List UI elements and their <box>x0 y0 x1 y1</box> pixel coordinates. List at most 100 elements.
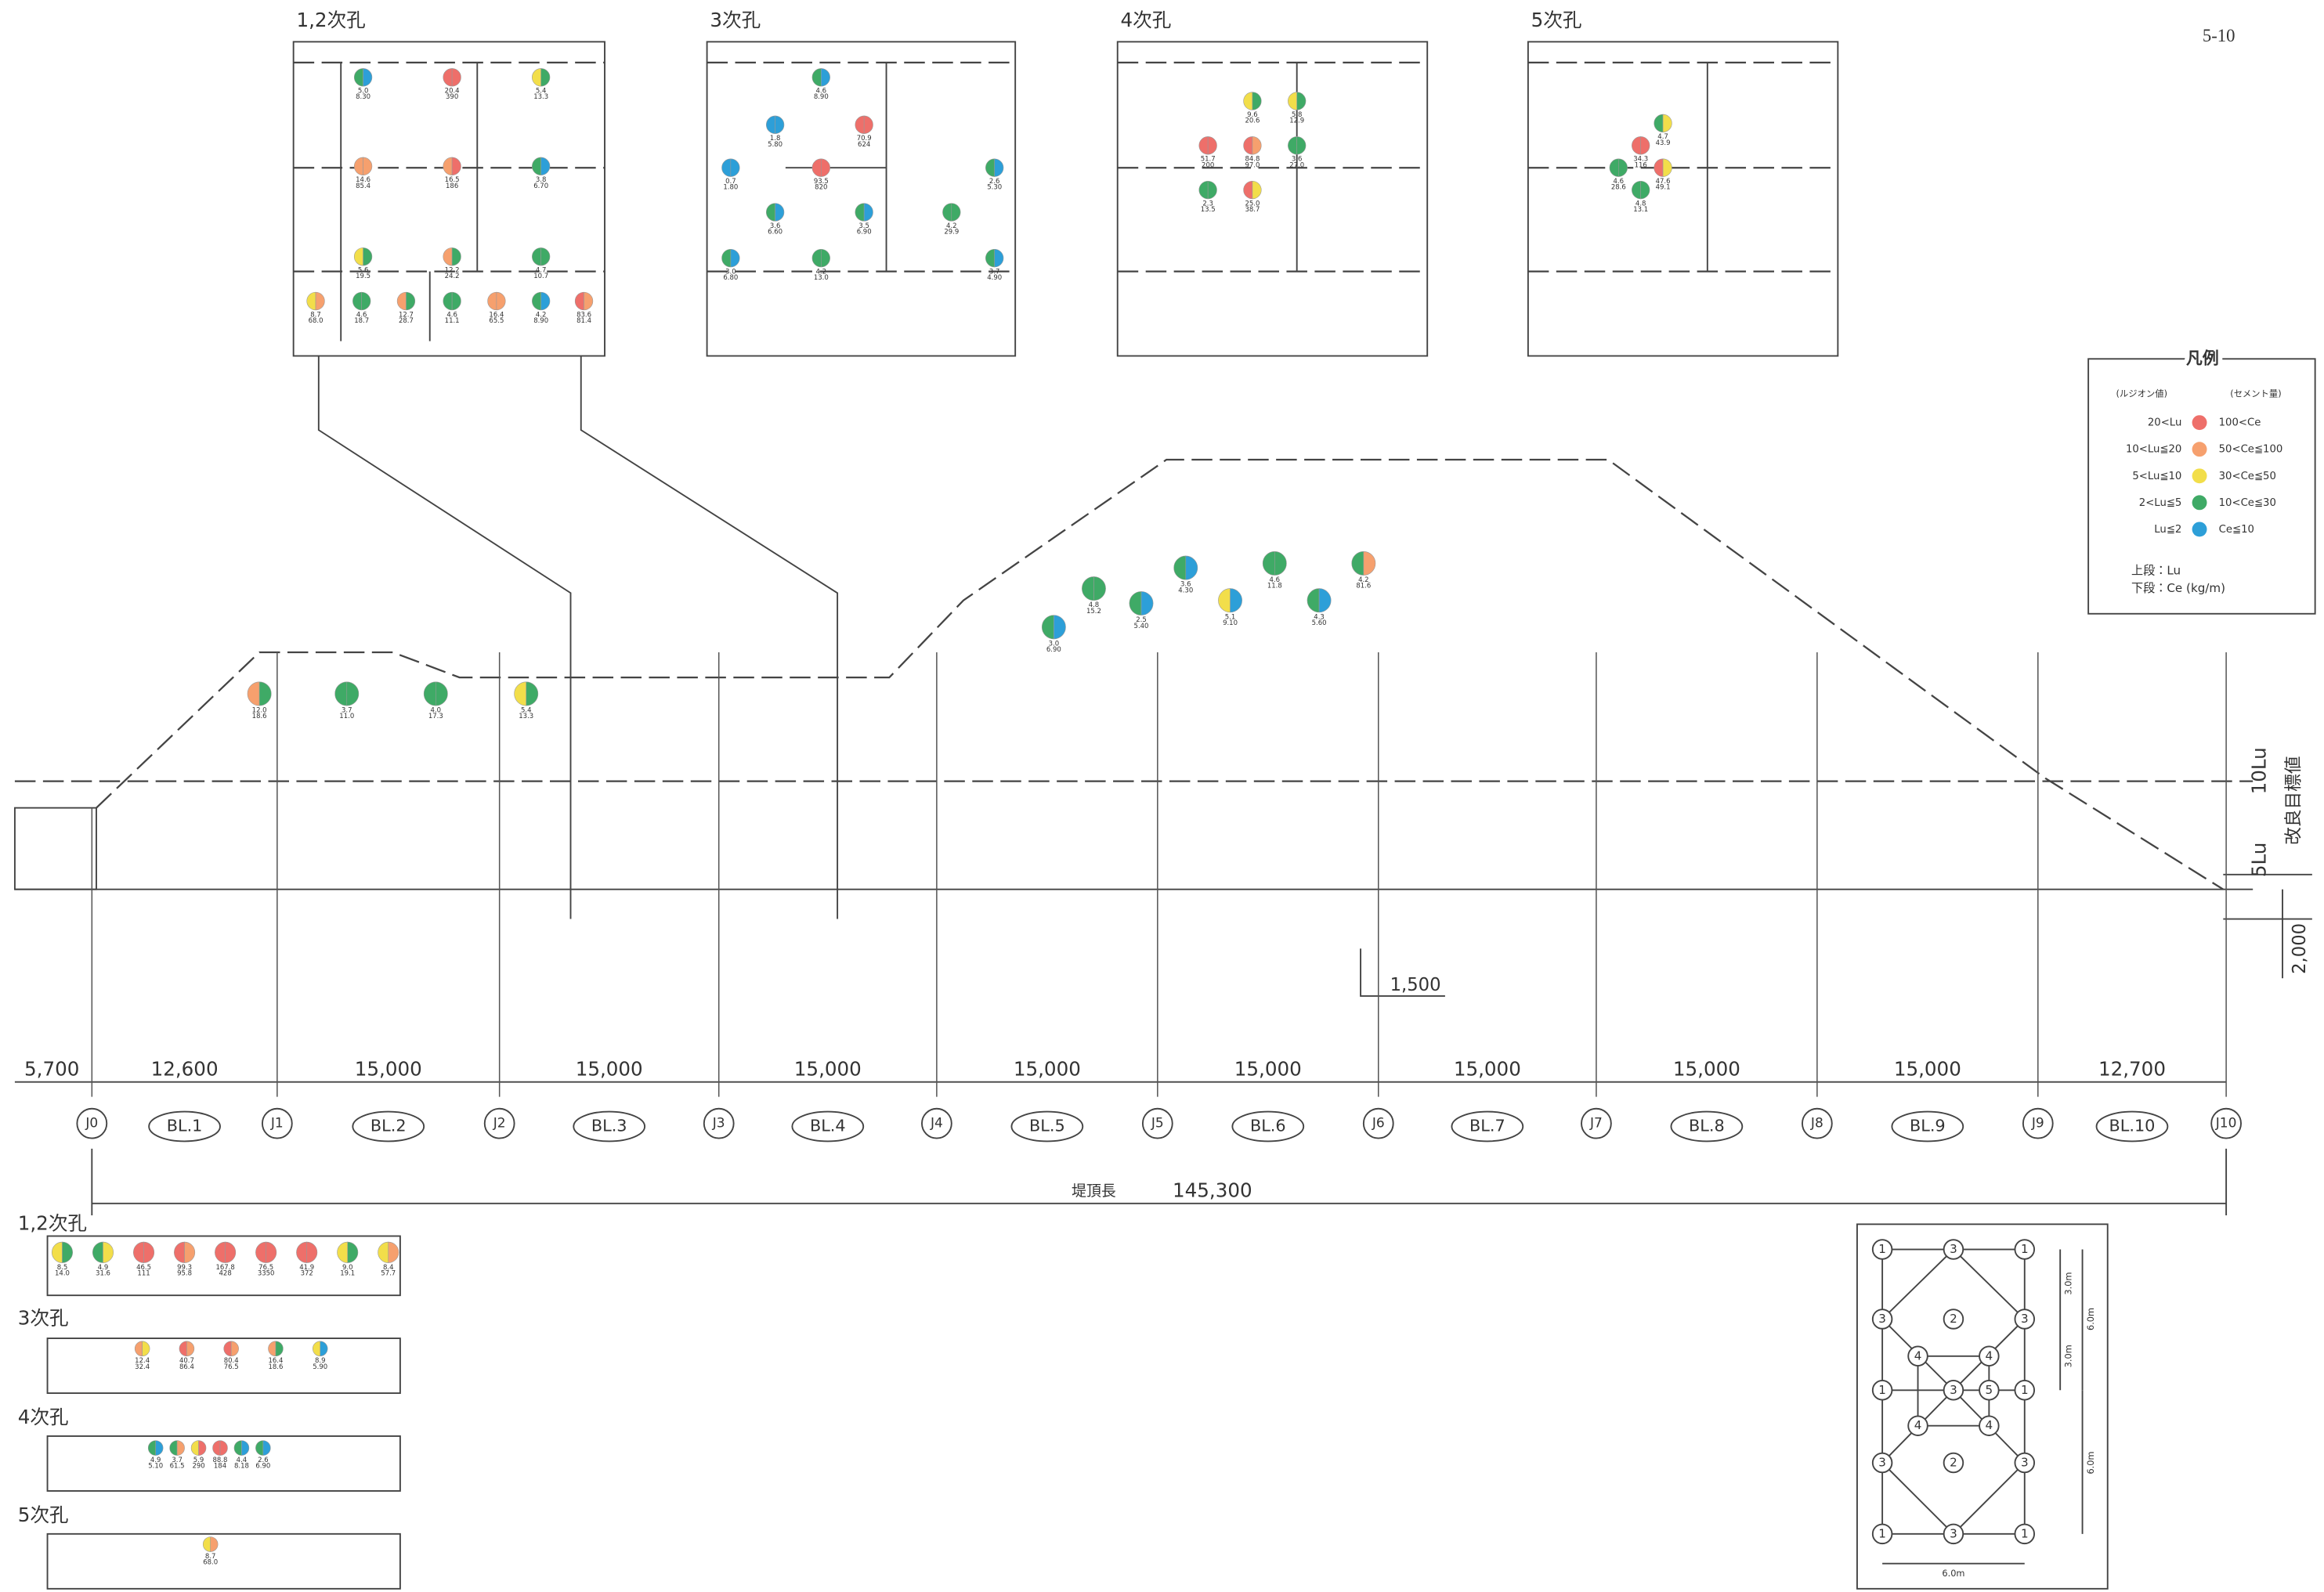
ce-half <box>1231 589 1242 612</box>
span-label: 15,000 <box>1014 1058 1081 1081</box>
pattern-node-label: 4 <box>1914 1348 1922 1363</box>
lu-half <box>812 68 821 86</box>
pattern-node-label: 4 <box>1986 1418 1993 1432</box>
lu-half <box>203 1537 210 1552</box>
pattern-node-label: 3 <box>1950 1383 1957 1397</box>
ce-half <box>436 682 447 706</box>
ce-half <box>103 1242 114 1262</box>
ce-label: 15.2 <box>1086 608 1101 616</box>
ce-half <box>186 1341 193 1356</box>
ce-label: 820 <box>815 184 827 192</box>
span-label: 15,000 <box>1454 1058 1521 1081</box>
lu-half <box>1244 181 1252 199</box>
ce-label: 61.5 <box>170 1463 185 1471</box>
legend-note: 下段：Ce (kg/m) <box>2131 581 2225 595</box>
ce-label: 38.7 <box>1245 206 1260 214</box>
ce-half <box>1141 591 1153 615</box>
block-label: BL.8 <box>1689 1116 1725 1135</box>
lu-half <box>443 292 452 310</box>
joint-label: J0 <box>85 1116 98 1132</box>
ce-half <box>144 1242 154 1262</box>
ce-label: 184 <box>214 1463 226 1471</box>
lu-half <box>170 1441 177 1456</box>
lu-half <box>766 116 775 134</box>
ce-half <box>1319 589 1331 612</box>
lu-half <box>424 682 436 706</box>
ce-label: 8.18 <box>234 1463 249 1471</box>
ce-label: 12.9 <box>1289 117 1304 125</box>
lu-half <box>1632 136 1640 154</box>
strip-title: 3次孔 <box>18 1306 69 1329</box>
lu-half <box>1199 181 1208 199</box>
lu-half <box>488 292 497 310</box>
ce-label: 28.6 <box>1611 184 1626 192</box>
lu-half <box>1174 556 1186 579</box>
joint-label: J9 <box>2031 1116 2044 1132</box>
ce-label: 200 <box>1202 161 1214 169</box>
strip-title: 4次孔 <box>18 1406 69 1428</box>
span-label: 15,000 <box>1673 1058 1740 1081</box>
lu-half <box>1244 136 1252 154</box>
ce-half <box>452 292 461 310</box>
lu-half <box>575 292 584 310</box>
ce-half <box>584 292 593 310</box>
ce-half <box>406 292 414 310</box>
pattern-node-label: 5 <box>1986 1383 1993 1397</box>
pattern-node-label: 3 <box>1878 1312 1886 1326</box>
pattern-dimension: 6.0m <box>1942 1568 1964 1579</box>
pattern-node-label: 3 <box>2021 1455 2029 1469</box>
ce-label: 8.30 <box>356 93 370 101</box>
block-label: BL.7 <box>1469 1116 1505 1135</box>
pattern-node-label: 3 <box>1878 1455 1886 1469</box>
ce-half <box>156 1441 163 1456</box>
ce-half <box>864 116 873 134</box>
ce-half <box>1093 576 1105 600</box>
ce-label: 1.80 <box>723 184 738 192</box>
ce-label: 13.5 <box>1201 206 1216 214</box>
ce-half <box>143 1341 150 1356</box>
ce-label: 5.30 <box>987 184 1002 192</box>
ce-half <box>362 292 370 310</box>
ce-label: 428 <box>219 1270 232 1278</box>
ce-half <box>211 1537 218 1552</box>
pattern-dimension: 6.0m <box>2085 1451 2096 1474</box>
ce-half <box>541 157 550 175</box>
lu-half <box>174 1242 184 1262</box>
ce-label: 11.0 <box>339 713 354 720</box>
lu-half <box>722 159 731 177</box>
ce-label: 6.90 <box>1046 646 1061 654</box>
lu10-label: 10Lu <box>2248 747 2271 794</box>
ce-label: 57.7 <box>381 1270 396 1278</box>
ce-label: 85.4 <box>356 182 370 190</box>
pattern-node-label: 2 <box>1950 1455 1957 1469</box>
legend-ce: 100<Ce <box>2219 417 2261 429</box>
ce-label: 14.0 <box>55 1270 70 1278</box>
ce-label: 390 <box>446 93 458 101</box>
lu-half <box>335 682 347 706</box>
offset-dimension: 1,500 <box>1390 975 1441 995</box>
ce-label: 116 <box>1635 161 1647 169</box>
ce-label: 95.8 <box>177 1270 192 1278</box>
lu-half <box>532 68 540 86</box>
page-body: 5-10 1,2次孔5.08.3020.43905.413.314.685.41… <box>0 0 2324 1592</box>
lu-half <box>354 157 363 175</box>
pattern-dimension: 3.0m <box>2063 1345 2074 1367</box>
lu-half <box>248 682 259 706</box>
ce-label: 28.7 <box>399 317 414 325</box>
legend-ce: 10<Ce≦30 <box>2219 497 2276 509</box>
lu-half <box>532 157 540 175</box>
joint-label: J7 <box>1589 1116 1603 1132</box>
lu-half <box>1042 616 1054 639</box>
lu-half <box>397 292 406 310</box>
ce-label: 97.0 <box>1245 161 1260 169</box>
ce-label: 4.30 <box>1178 587 1193 594</box>
joint-label: J6 <box>1372 1116 1385 1132</box>
ce-half <box>541 68 550 86</box>
ce-label: 3350 <box>258 1270 275 1278</box>
legend-swatch <box>2192 468 2207 483</box>
ce-label: 4.90 <box>987 274 1002 282</box>
ce-half <box>526 682 538 706</box>
ce-half <box>320 1341 327 1356</box>
ce-label: 43.9 <box>1656 139 1671 147</box>
ce-half <box>821 249 829 267</box>
